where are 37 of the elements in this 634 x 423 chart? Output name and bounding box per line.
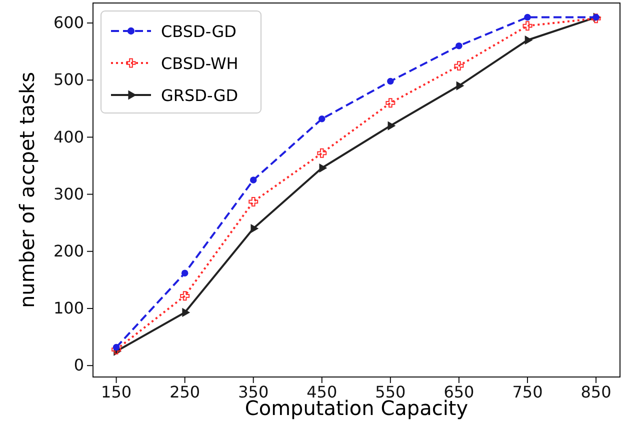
- x-tick-label: 150: [101, 382, 132, 402]
- point: [180, 291, 190, 301]
- x-tick-label: 550: [375, 382, 406, 402]
- y-tick-label: 100: [53, 298, 84, 318]
- point: [386, 98, 396, 108]
- y-tick-label: 600: [53, 13, 84, 32]
- point: [317, 148, 327, 158]
- point: [524, 14, 531, 21]
- point: [319, 163, 328, 173]
- x-tick-label: 350: [238, 382, 269, 402]
- x-tick-label: 250: [170, 382, 200, 402]
- point: [112, 344, 120, 351]
- point: [182, 308, 190, 318]
- legend-label: CBSD-GD: [161, 22, 236, 41]
- point: [522, 21, 532, 31]
- point: [318, 116, 326, 122]
- point: [181, 270, 188, 276]
- y-axis-title: number of accpet tasks: [15, 72, 39, 308]
- y-tick-label: 300: [53, 184, 84, 204]
- x-tick-label: 750: [512, 382, 543, 402]
- legend-label: CBSD-WH: [161, 54, 238, 73]
- point: [454, 61, 464, 71]
- x-tick-label: 850: [580, 382, 612, 402]
- y-tick-label: 400: [53, 127, 84, 146]
- point: [456, 42, 462, 50]
- y-tick-label: 500: [53, 70, 84, 90]
- point: [250, 176, 257, 184]
- point: [524, 36, 533, 45]
- point: [248, 196, 258, 206]
- legend-label: GRSD-GD: [161, 86, 238, 105]
- x-tick-label: 450: [306, 382, 338, 402]
- y-tick-label: 200: [53, 242, 84, 260]
- y-tick-label: 0: [74, 356, 84, 375]
- point: [388, 121, 396, 130]
- point: [387, 78, 394, 85]
- point: [456, 81, 464, 90]
- point: [250, 224, 259, 234]
